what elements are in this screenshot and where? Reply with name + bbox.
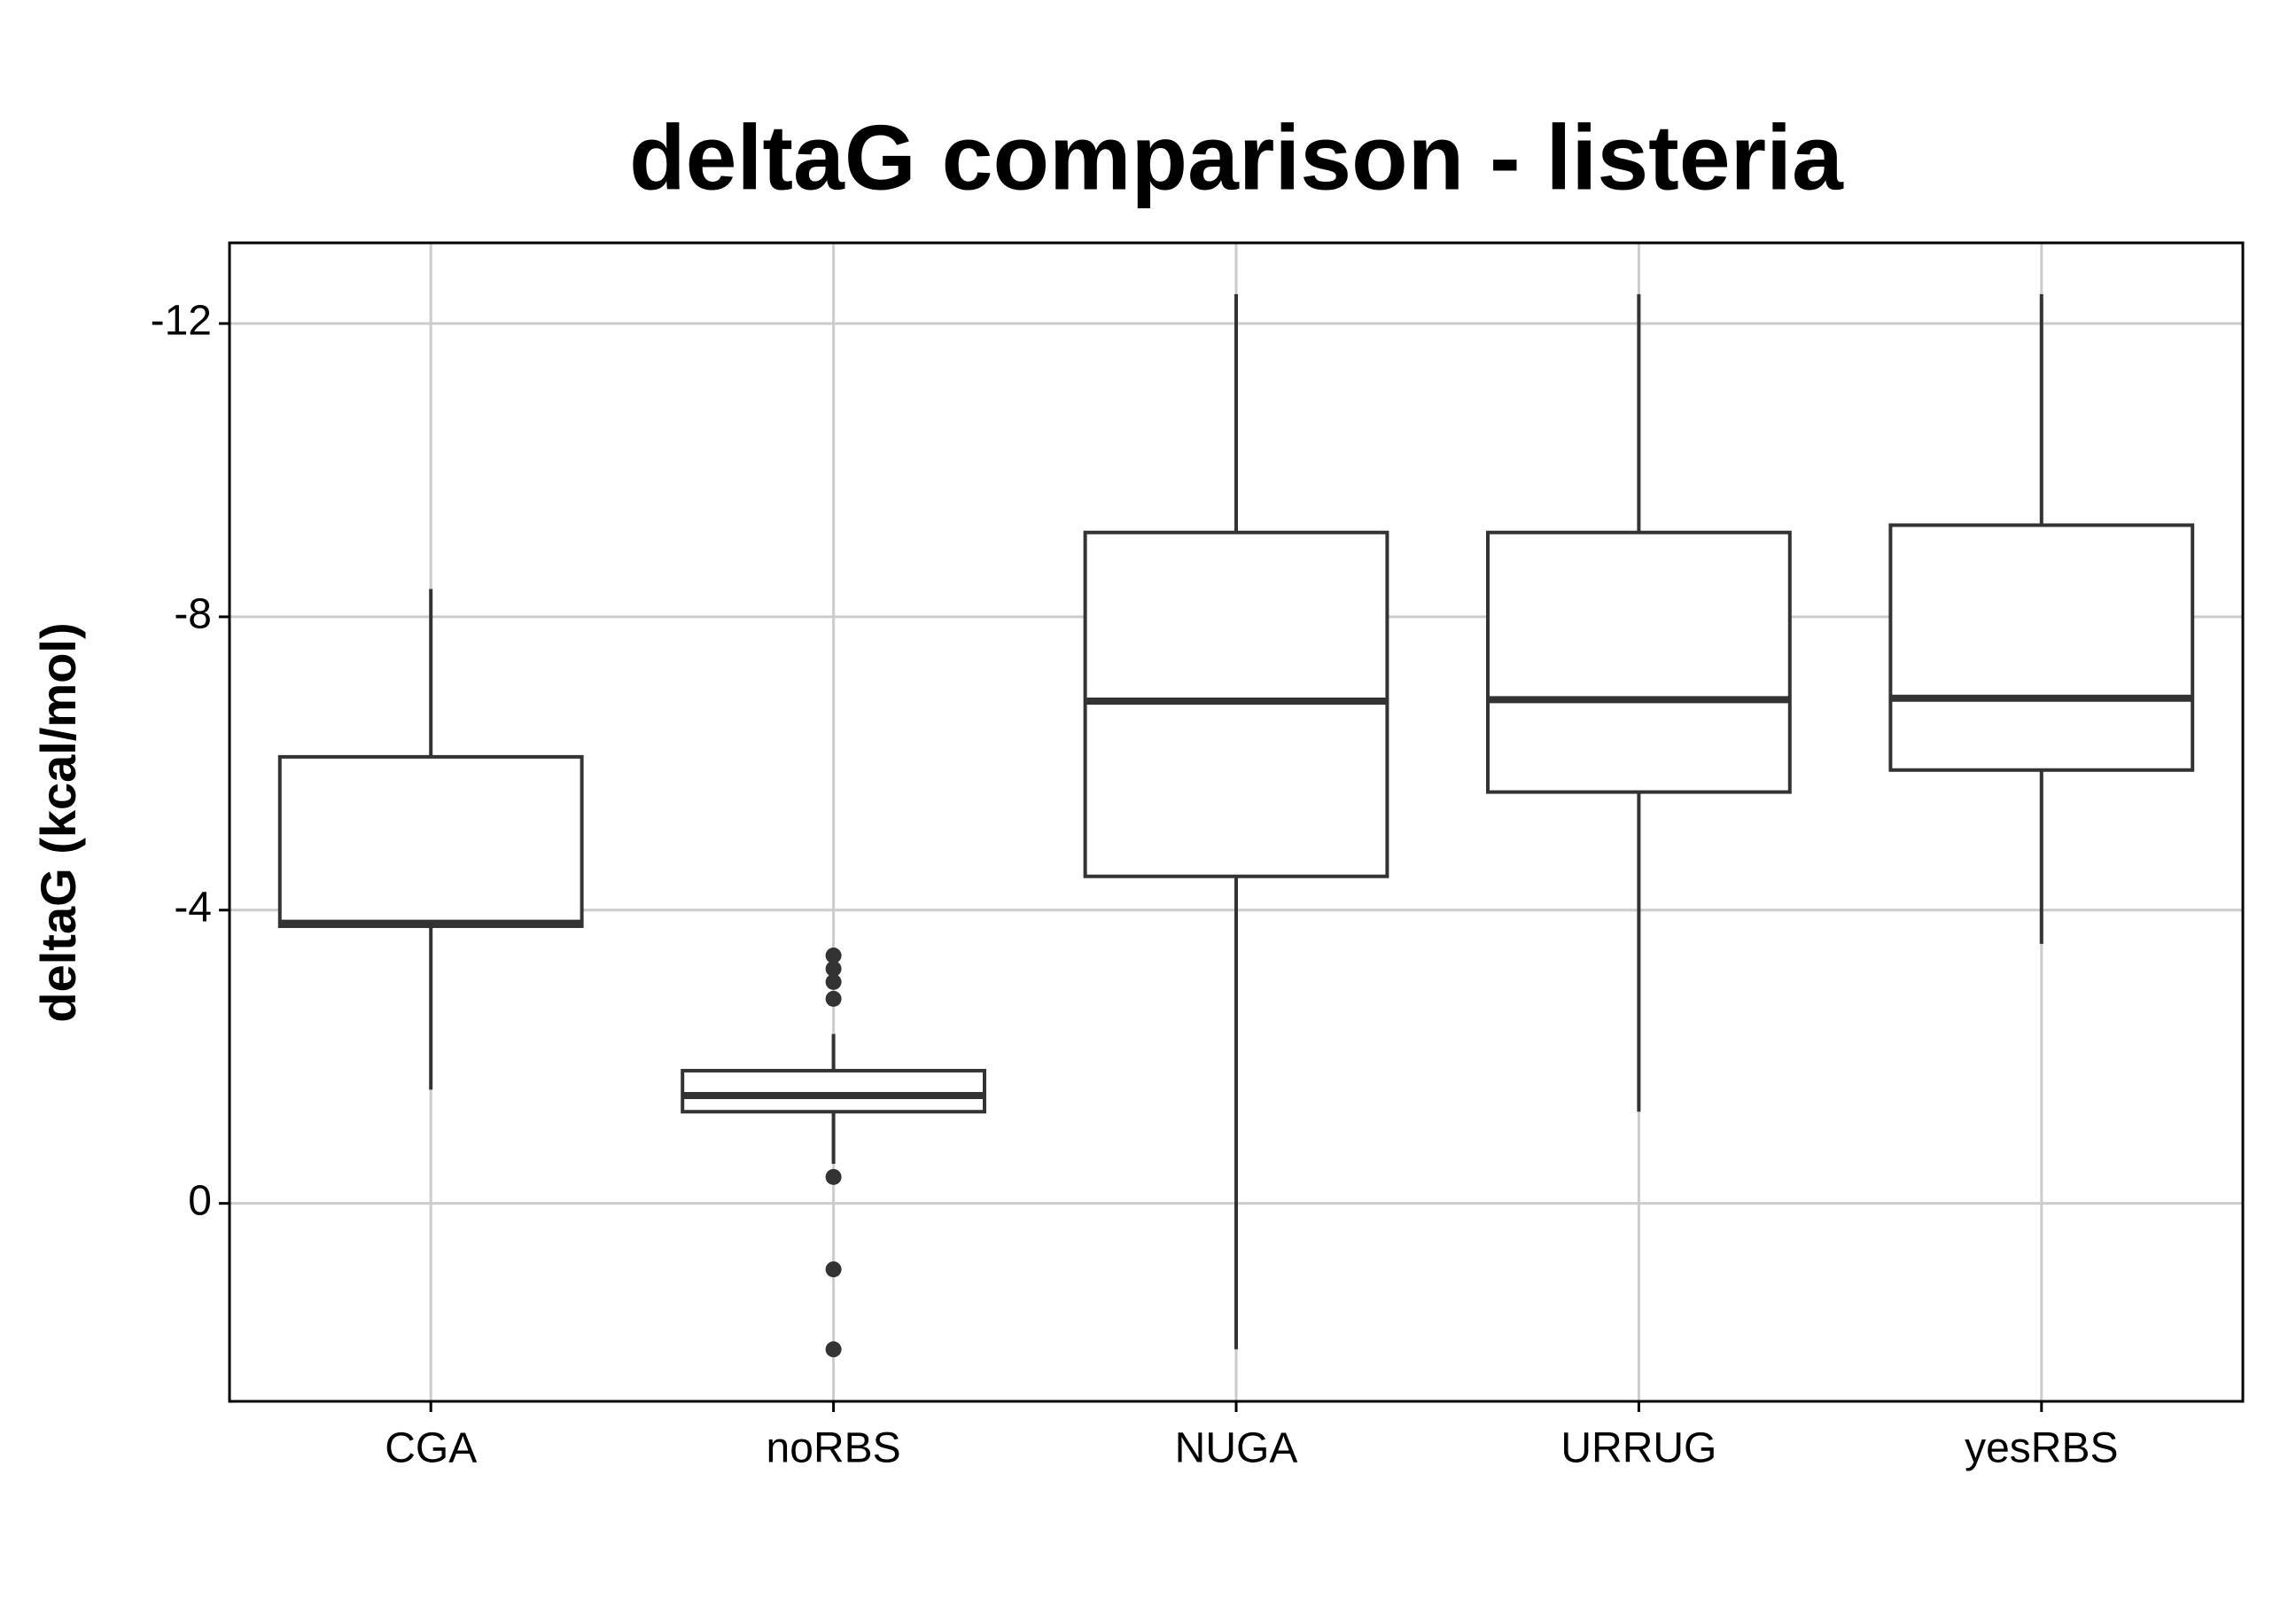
- x-tick-label: NUGA: [1175, 1425, 1298, 1472]
- outlier: [825, 1168, 842, 1185]
- box: [681, 1068, 986, 1114]
- box: [277, 754, 584, 928]
- y-axis-label: deltaG (kcal/mol): [30, 622, 86, 1022]
- outlier: [825, 960, 842, 977]
- panel-border: [228, 241, 2245, 1403]
- x-tick-label: CGA: [385, 1425, 477, 1472]
- outlier: [825, 1261, 842, 1278]
- chart-title: deltaG comparison - listeria: [629, 106, 1844, 209]
- box: [1888, 523, 2195, 772]
- x-tick-label: URRUG: [1561, 1425, 1716, 1472]
- x-tick-label: yesRBS: [1965, 1425, 2118, 1472]
- outlier: [825, 1341, 842, 1358]
- box: [1486, 530, 1792, 794]
- y-tick-label: -4: [174, 884, 212, 931]
- outlier: [825, 990, 842, 1007]
- y-tick-label: -12: [151, 298, 212, 345]
- y-tick-label: -8: [174, 591, 212, 638]
- outlier: [825, 973, 842, 990]
- outlier: [825, 948, 842, 964]
- x-tick-label: noRBS: [767, 1425, 901, 1472]
- y-tick-label: 0: [188, 1177, 212, 1224]
